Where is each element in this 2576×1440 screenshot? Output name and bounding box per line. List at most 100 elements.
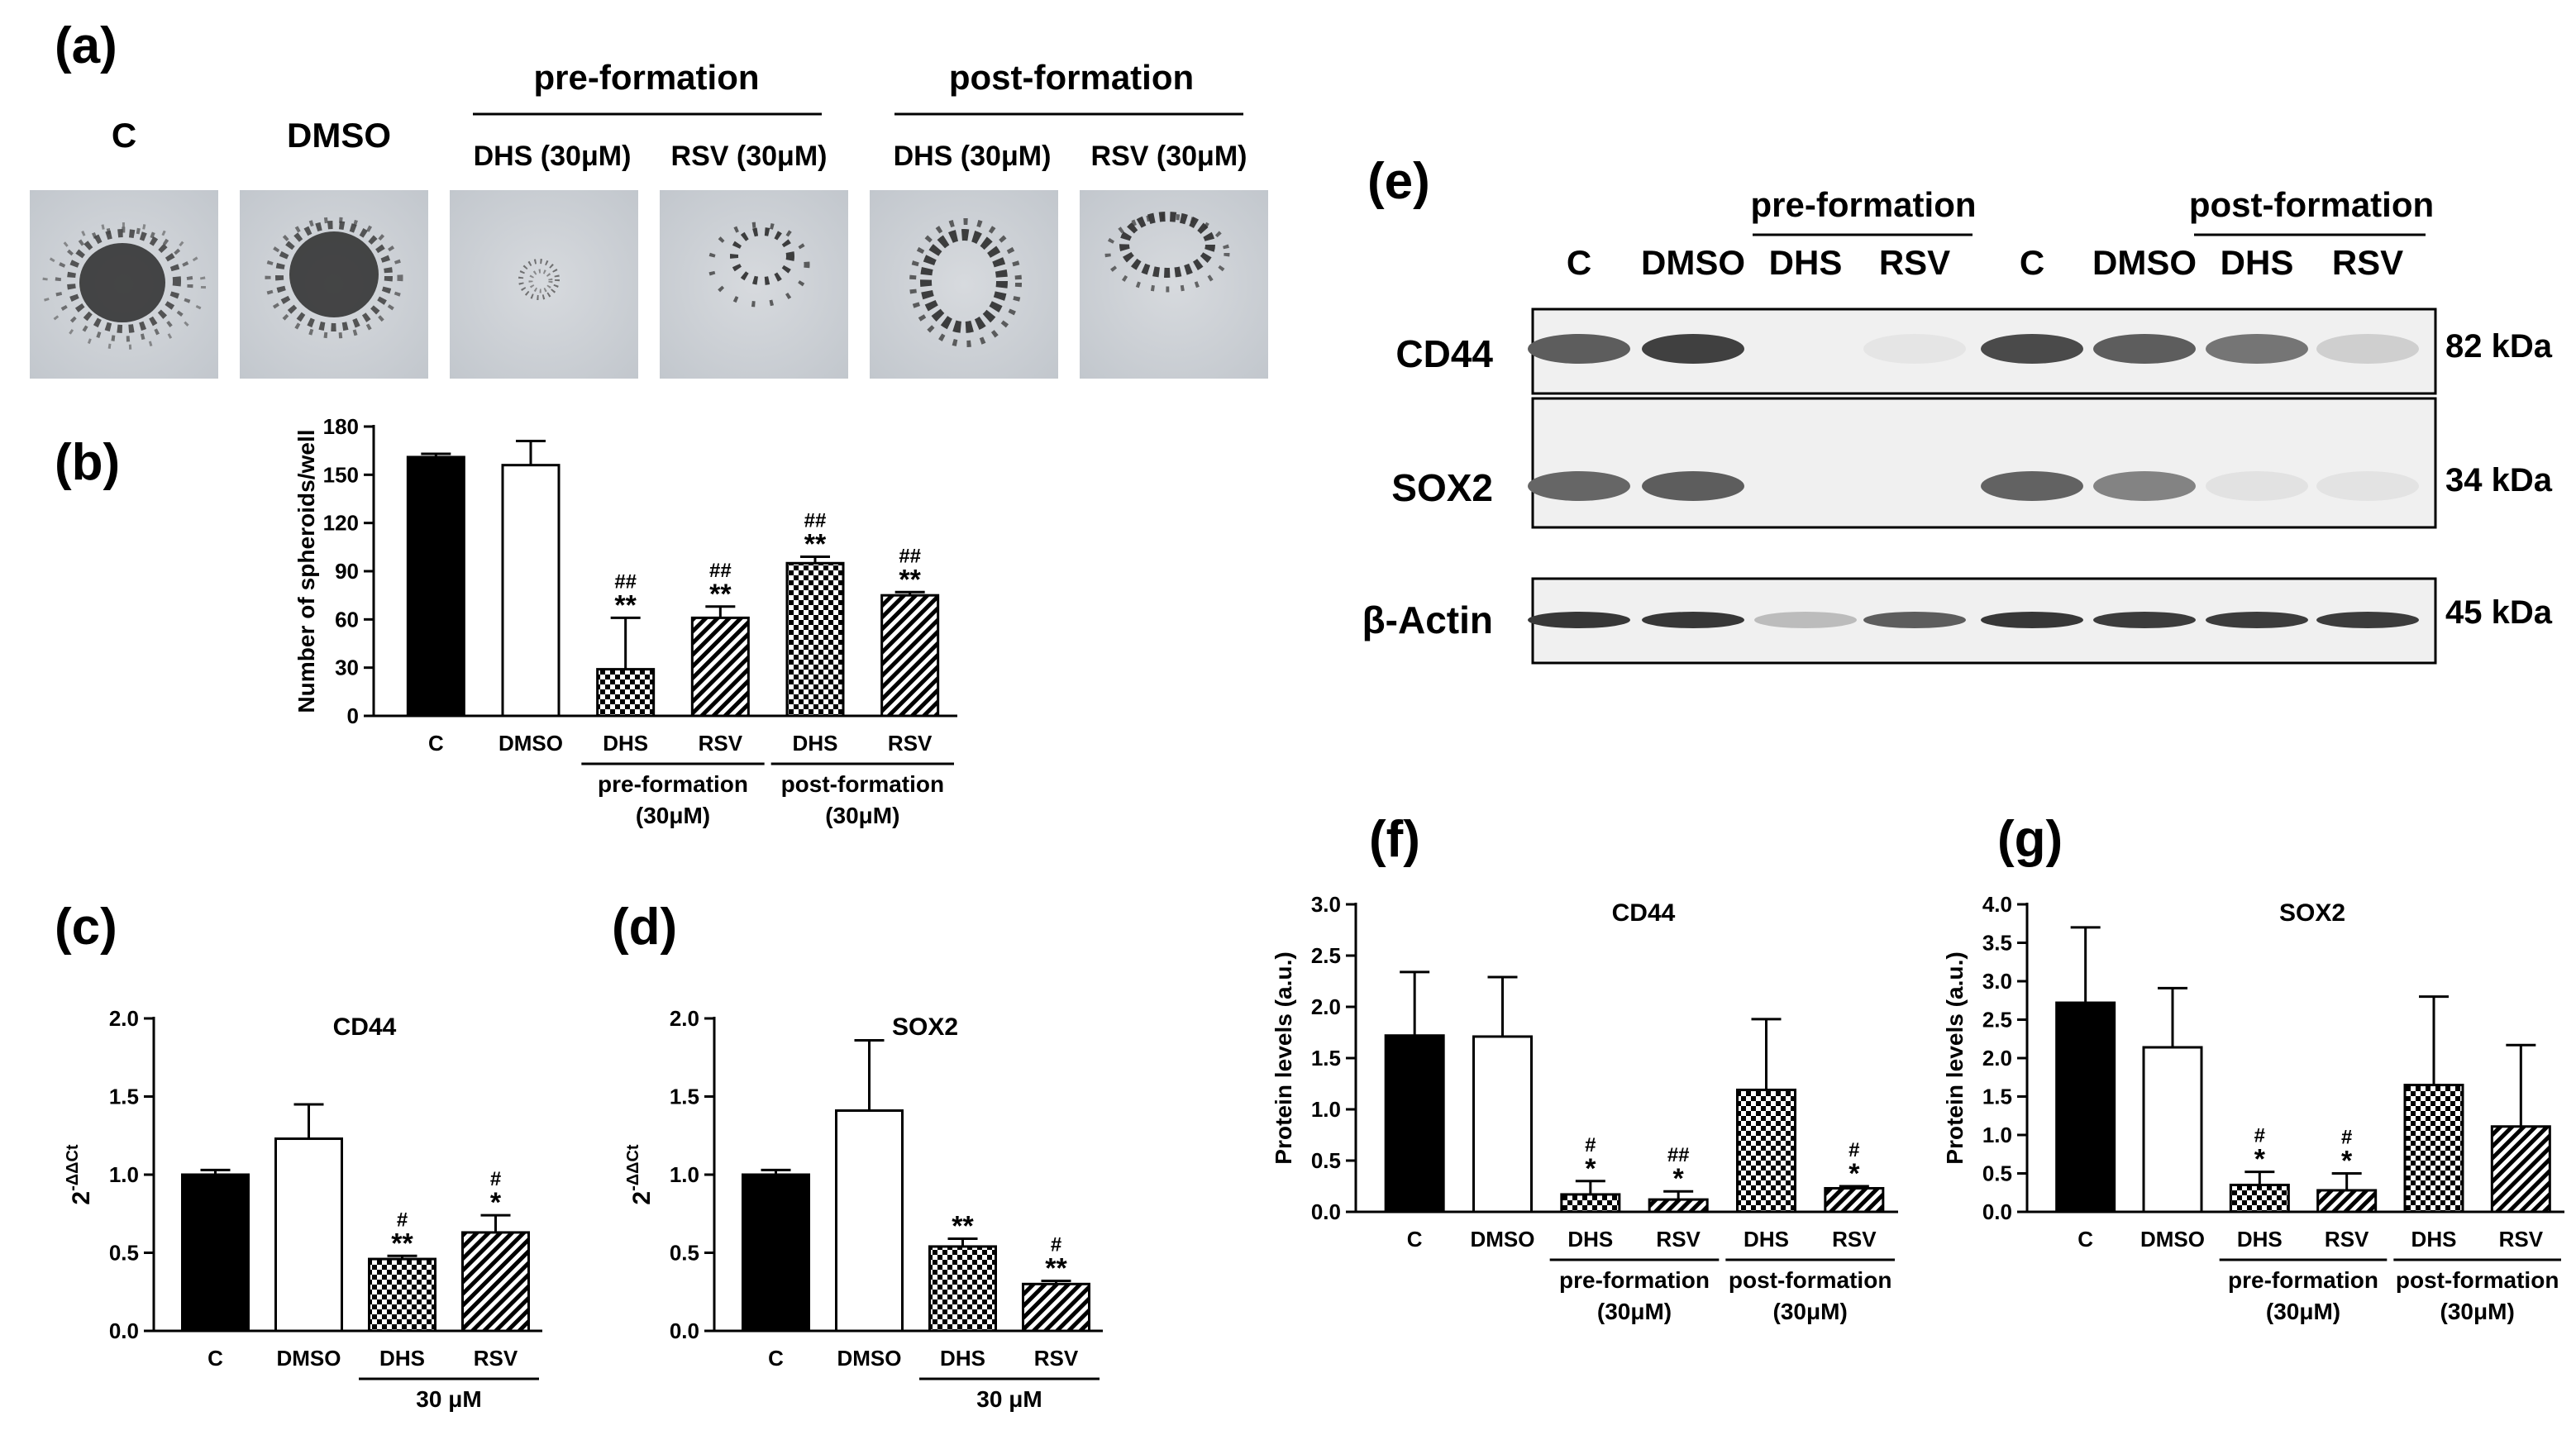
bar — [690, 616, 750, 718]
micrograph-post-rsv — [1080, 190, 1268, 379]
lane-label: DHS — [2221, 243, 2294, 282]
bar — [2229, 1183, 2290, 1214]
sig-hash: # — [2341, 1127, 2352, 1149]
bar — [785, 561, 845, 718]
y-tick-label: 30 — [335, 656, 359, 680]
category-label: RSV — [888, 731, 933, 756]
sig-star: ** — [614, 589, 637, 621]
bar — [274, 1137, 343, 1333]
y-tick-label: 0.0 — [109, 1318, 139, 1343]
blot-strips — [1528, 308, 2437, 665]
category-label: C — [2077, 1227, 2093, 1252]
category-label: DHS — [379, 1346, 425, 1371]
panel-label-a: (a) — [55, 17, 117, 74]
sig-hash: ## — [899, 545, 921, 567]
bar — [501, 464, 561, 718]
blot-band — [1981, 612, 2083, 628]
category-label: DHS — [940, 1346, 985, 1371]
category-label: DMSO — [1471, 1227, 1535, 1252]
category-label: RSV — [699, 731, 743, 756]
blot-band — [1642, 471, 1744, 501]
category-label: DHS — [2237, 1227, 2283, 1252]
category-label: C — [428, 731, 444, 756]
panel-label-d: (d) — [612, 899, 677, 956]
blot-row-label-actin: β-Actin — [1362, 598, 1493, 641]
sig-star: * — [1849, 1158, 1860, 1190]
sig-star: ** — [952, 1210, 974, 1242]
blot-band — [1642, 334, 1744, 364]
category-label: DHS — [1744, 1227, 1789, 1252]
micrograph-post-dhs — [870, 190, 1058, 379]
panel-label-g: (g) — [1997, 811, 2063, 868]
lane-label: DHS — [1769, 243, 1843, 282]
y-axis-label: Protein levels (a.u.) — [1271, 951, 1296, 1164]
sig-hash: # — [1051, 1234, 1061, 1256]
y-tick-label: 2.5 — [1311, 943, 1341, 968]
lane-label: C — [1567, 243, 1591, 282]
group-label-sub: (30μM) — [1597, 1299, 1672, 1324]
y-tick-label: 2.0 — [1982, 1046, 2012, 1070]
blot-band — [1528, 612, 1630, 628]
y-tick-label: 1.5 — [109, 1085, 139, 1109]
blot-row-label-cd44: CD44 — [1395, 332, 1493, 375]
bar — [181, 1173, 250, 1333]
blot-band — [1642, 612, 1744, 628]
blot-group-post: post-formation — [2189, 185, 2434, 224]
group-label: post-formation — [1729, 1267, 1892, 1293]
sig-hash: ## — [1667, 1144, 1690, 1166]
category-label: C — [208, 1346, 223, 1371]
y-tick-label: 1.0 — [670, 1162, 699, 1187]
y-tick-label: 1.0 — [109, 1162, 139, 1187]
sig-star: * — [1673, 1163, 1685, 1194]
panel-label-b: (b) — [55, 434, 120, 491]
sig-star: ** — [899, 564, 921, 595]
y-tick-label: 60 — [335, 607, 359, 632]
y-tick-label: 3.5 — [1982, 931, 2012, 956]
blot-kda-cd44: 82 kDa — [2445, 328, 2553, 365]
y-axis-label: Number of spheroids/well — [293, 429, 319, 713]
bar — [406, 455, 465, 718]
y-tick-label: 3.0 — [1311, 892, 1341, 917]
group-label-sub: (30μM) — [636, 803, 710, 828]
lane-label: RSV — [2332, 243, 2403, 282]
micrograph-c — [30, 190, 218, 379]
group-label: pre-formation — [598, 771, 748, 797]
blot-band — [2316, 334, 2419, 364]
sig-star: * — [2341, 1146, 2353, 1177]
blot-band — [1863, 334, 1966, 364]
sig-star: ** — [391, 1228, 413, 1259]
blot-row-label-sox2: SOX2 — [1391, 466, 1493, 509]
y-tick-label: 0.0 — [1311, 1199, 1341, 1224]
bar — [2055, 1001, 2116, 1214]
bar — [596, 668, 656, 718]
category-label: RSV — [2325, 1227, 2369, 1252]
panel-labels: (a) (b) (c) (d) (e) (f) (g) — [55, 17, 2063, 956]
micrograph-pre-rsv — [660, 190, 848, 379]
blot-band — [1528, 334, 1630, 364]
bar — [1824, 1186, 1885, 1214]
chart-f-cd44-protein: 0.0 0.5 1.0 1.5 2.0 2.5 3.0 Protein levels (a.u… — [1271, 892, 1898, 1324]
panel-a-group-post: post-formation — [949, 58, 1194, 97]
blot-group-pre: pre-formation — [1751, 185, 1977, 224]
y-tick-label: 3.0 — [1982, 969, 2012, 994]
blot-band — [1981, 334, 2083, 364]
sig-star: * — [490, 1187, 502, 1218]
bar — [2316, 1189, 2378, 1214]
bar — [368, 1257, 436, 1333]
bar — [1384, 1034, 1445, 1214]
panel-a-col-c: C — [112, 116, 136, 155]
y-tick-label: 0 — [347, 703, 359, 728]
panel-label-c: (c) — [55, 899, 117, 956]
blot-kda-actin: 45 kDa — [2445, 594, 2553, 631]
category-label: RSV — [1832, 1227, 1877, 1252]
lane-label: DMSO — [1641, 243, 1745, 282]
panel-a-header: C DMSO pre-formation post-formation DHS … — [112, 58, 1247, 172]
y-axis-label: 2-ΔΔCt — [624, 1144, 656, 1205]
category-label: DMSO — [277, 1346, 341, 1371]
y-tick-label: 0.5 — [1982, 1161, 2012, 1186]
chart-title: CD44 — [1612, 899, 1676, 927]
y-tick-label: 1.0 — [1982, 1123, 2012, 1147]
panel-a-group-pre: pre-formation — [534, 58, 760, 97]
group-label: pre-formation — [2228, 1267, 2378, 1293]
